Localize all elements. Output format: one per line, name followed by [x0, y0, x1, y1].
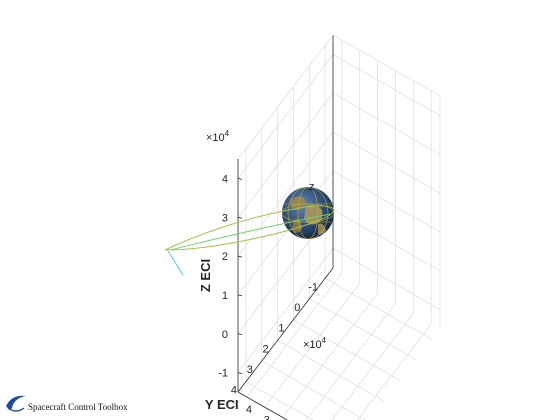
z-exponent-label: ×104 [206, 129, 230, 144]
z-tick-mark [237, 216, 243, 219]
axis-edge [237, 34, 334, 160]
toolbox-swoosh-icon [6, 395, 26, 412]
z-tick-label: 3 [222, 212, 228, 224]
grid-line-y [324, 278, 433, 340]
z-tick-mark [237, 294, 243, 297]
grid-line-z [332, 170, 441, 233]
y-tick-label: 2 [263, 343, 269, 355]
grid-line-x [282, 293, 378, 418]
grid-line-z [237, 93, 334, 218]
z-tick-mark [237, 333, 243, 336]
grid-line-x [305, 303, 396, 420]
grid-line-z [332, 248, 441, 310]
y-tick-label: 0 [294, 302, 300, 314]
z-tick-label: 4 [222, 173, 228, 185]
velocity-vector [167, 250, 184, 276]
axis-edge [332, 34, 441, 97]
z-tick-mark [237, 372, 243, 374]
z-tick-mark [237, 178, 243, 180]
grid-line-z [237, 131, 334, 257]
earth-globe: z [282, 181, 334, 239]
toolbox-logo: Spacecraft Control Toolbox [4, 392, 174, 416]
grid-line-x [246, 272, 343, 398]
grid-line-z [332, 54, 441, 116]
y-tick-label: 4 [231, 385, 237, 397]
series-group [164, 205, 335, 276]
x-tick-label: 4 [246, 404, 252, 416]
y-tick-label: 1 [278, 323, 284, 335]
grid-line-z [332, 131, 441, 194]
globe-z-label: z [309, 181, 315, 193]
z-tick-label: 0 [222, 329, 228, 341]
grid-line-z [237, 54, 334, 179]
grid-line-y [245, 381, 314, 420]
x-axis-line [237, 391, 288, 420]
grid-line-z [332, 209, 441, 272]
z-axis-label: Z ECI [198, 259, 213, 292]
z-tick-label: -1 [218, 368, 228, 380]
z-tick-mark [237, 255, 243, 258]
axes-grid [237, 40, 441, 420]
grid-line-y [277, 340, 385, 402]
grid-line-x [331, 313, 414, 420]
grid-line-z [332, 92, 441, 155]
toolbox-logo-text: Spacecraft Control Toolbox [28, 402, 128, 412]
orbit-ground-track [169, 213, 331, 251]
z-tick-label: 2 [222, 251, 228, 263]
grid-line-y [261, 360, 366, 420]
z-tick-label: 1 [222, 290, 228, 302]
y-exponent-label: ×104 [303, 336, 327, 351]
y-axis-line [237, 267, 334, 393]
grid-line-z [237, 248, 334, 373]
y-axis-label: Y ECI [205, 397, 239, 412]
y-tick-label: -1 [308, 281, 318, 293]
grid-line-x [264, 283, 361, 408]
orbit-path [164, 205, 335, 251]
grid-line-y [293, 319, 401, 381]
y-tick-label: 3 [247, 364, 253, 376]
x-tick-label: 3 [264, 414, 270, 420]
grid-line-y [309, 298, 417, 361]
axes-box [237, 34, 441, 420]
earth-continents [282, 187, 334, 239]
grid-line-x [357, 323, 432, 420]
